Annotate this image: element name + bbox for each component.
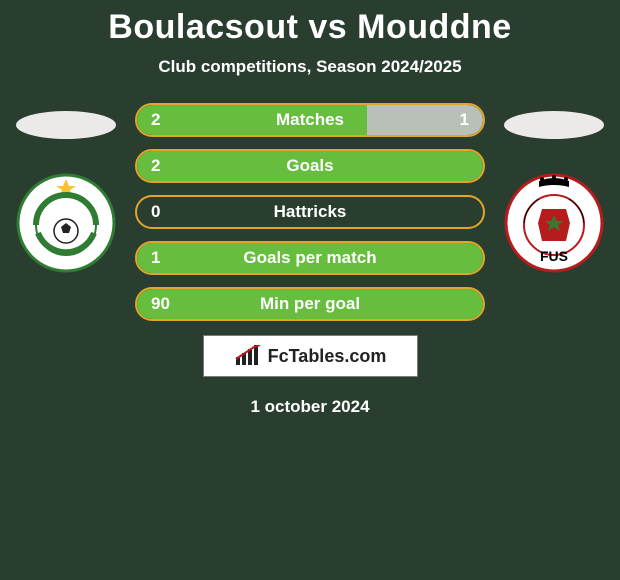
brand-text: FcTables.com xyxy=(268,346,387,367)
left-team-crest xyxy=(16,173,116,273)
stat-row: 2Goals xyxy=(135,149,485,183)
stat-row: 0Hattricks xyxy=(135,195,485,229)
stat-label: Goals xyxy=(137,156,483,176)
stat-right-value: 1 xyxy=(460,110,469,130)
stat-label: Matches xyxy=(137,110,483,130)
left-player-disc xyxy=(16,111,116,139)
date-label: 1 october 2024 xyxy=(0,397,620,417)
stat-label: Min per goal xyxy=(137,294,483,314)
stat-row: 2Matches1 xyxy=(135,103,485,137)
stat-row: 1Goals per match xyxy=(135,241,485,275)
right-player-disc xyxy=(504,111,604,139)
right-team-crest: FUS xyxy=(504,173,604,273)
page-subtitle: Club competitions, Season 2024/2025 xyxy=(0,57,620,77)
right-player-column: FUS xyxy=(499,103,609,273)
page-title: Boulacsout vs Mouddne xyxy=(0,8,620,47)
left-player-column xyxy=(11,103,121,273)
stat-row: 90Min per goal xyxy=(135,287,485,321)
svg-text:FUS: FUS xyxy=(540,248,568,264)
brand-bars-icon xyxy=(234,345,262,367)
stats-column: 2Matches12Goals0Hattricks1Goals per matc… xyxy=(135,103,485,321)
stat-label: Hattricks xyxy=(137,202,483,222)
stat-label: Goals per match xyxy=(137,248,483,268)
left-crest-icon xyxy=(16,173,116,273)
brand-box[interactable]: FcTables.com xyxy=(203,335,418,377)
right-crest-icon: FUS xyxy=(504,173,604,273)
